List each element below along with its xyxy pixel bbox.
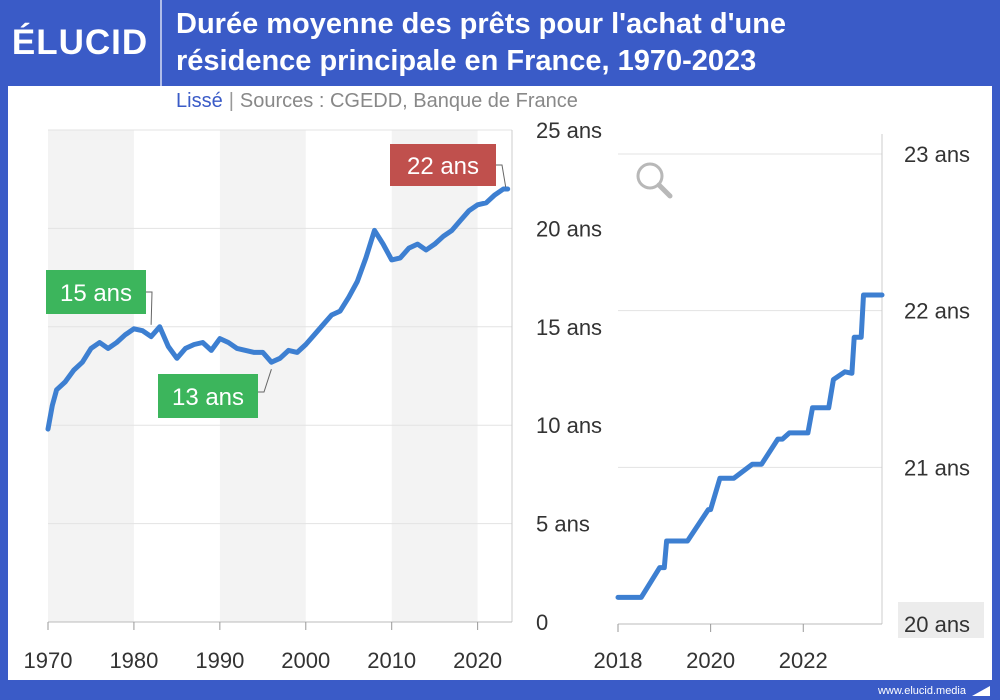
y-tick-label: 20 ans [536, 216, 602, 241]
zoom-x-tick-label: 2022 [779, 648, 828, 673]
magnifier-icon [636, 162, 673, 199]
chart-title: Durée moyenne des prêts pour l'achat d'u… [176, 6, 976, 80]
logo: ÉLUCID [11, 23, 149, 62]
y-tick-label: 5 ans [536, 512, 590, 537]
subtitle-separator: | [228, 90, 234, 112]
logo-box: ÉLUCID [0, 0, 162, 86]
x-tick-label: 2000 [281, 648, 330, 673]
sources-text: Sources : CGEDD, Banque de France [239, 90, 578, 112]
zoom-y-tick-label: 21 ans [904, 455, 970, 480]
magnifier-lens [636, 162, 664, 190]
brand-mark-icon [972, 686, 990, 696]
zoom-y-tick-label: 23 ans [904, 142, 970, 167]
subtitle: Lissé | Sources : CGEDD, Banque de France [176, 90, 578, 113]
zoom-y-tick-label: 22 ans [904, 299, 970, 324]
annotation-leader [258, 369, 272, 393]
chart-panel: 0 5 ans 10 ans 15 ans 20 ans 25 ans 1970 1980 19… [8, 86, 992, 680]
x-tick-label: 2010 [367, 648, 416, 673]
y-tick-label: 25 ans [536, 118, 602, 143]
title-line-2: résidence principale en France, 1970-202… [176, 45, 757, 77]
y-tick-label: 15 ans [536, 315, 602, 340]
annotation-label: 13 ans [172, 384, 244, 411]
y-tick-label: 10 ans [536, 413, 602, 438]
annotation-label: 15 ans [60, 280, 132, 307]
smoothed-label: Lissé [176, 90, 223, 112]
x-tick-label: 1980 [109, 648, 158, 673]
annotation-leader [146, 291, 153, 325]
zoom-x-tick-label: 2018 [594, 648, 643, 673]
x-tick-label: 1970 [24, 648, 73, 673]
x-tick-label: 2020 [453, 648, 502, 673]
decade-band [391, 130, 478, 622]
annotation-box [158, 374, 258, 418]
decade-band [48, 130, 134, 622]
x-tick-label: 1990 [195, 648, 244, 673]
series-line [45, 186, 511, 432]
annotation-box [46, 270, 146, 314]
annotation-leader [496, 164, 507, 188]
zoom-x-tick-label: 2020 [686, 648, 735, 673]
zoom-series-line [615, 292, 885, 600]
header: ÉLUCID Durée moyenne des prêts pour l'ac… [0, 0, 1000, 86]
magnifier-handle [656, 182, 673, 199]
zoom-y-tick-label: 20 ans [904, 612, 970, 637]
zoom-y-label-bg [898, 602, 984, 638]
y-tick-label: 0 [536, 610, 548, 635]
title-line-1: Durée moyenne des prêts pour l'achat d'u… [176, 8, 787, 40]
charts-svg: 0 5 ans 10 ans 15 ans 20 ans 25 ans 1970 1980 19… [24, 118, 984, 673]
footer-url[interactable]: www.elucid.media [877, 685, 966, 697]
annotation-label: 22 ans [407, 153, 479, 180]
annotation-box [390, 144, 496, 186]
